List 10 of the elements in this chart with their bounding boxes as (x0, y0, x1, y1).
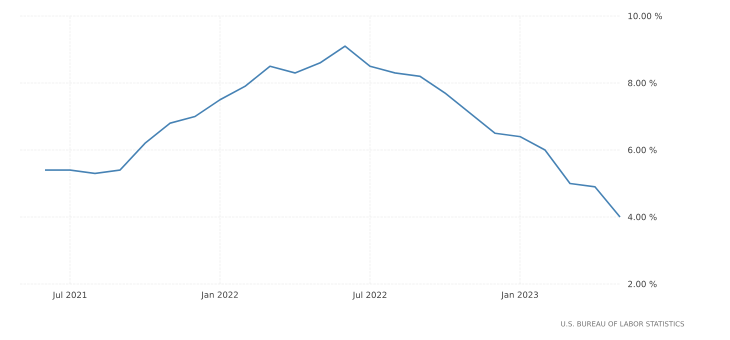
line-series (44, 45, 621, 218)
y-tick-label: 8.00 % (628, 80, 657, 86)
y-tick-label: 6.00 % (628, 146, 657, 154)
x-tick-label: Jul 2022 (352, 292, 386, 300)
x-tick-label: Jan 2022 (200, 292, 238, 300)
y-tick-label: 10.00 % (628, 12, 662, 20)
y-tick-label: 4.00 % (628, 214, 657, 220)
y-tick-label: 2.00 % (628, 280, 657, 288)
x-tick-label: Jan 2023 (500, 292, 538, 300)
x-tick-label: Jul 2021 (52, 292, 86, 300)
